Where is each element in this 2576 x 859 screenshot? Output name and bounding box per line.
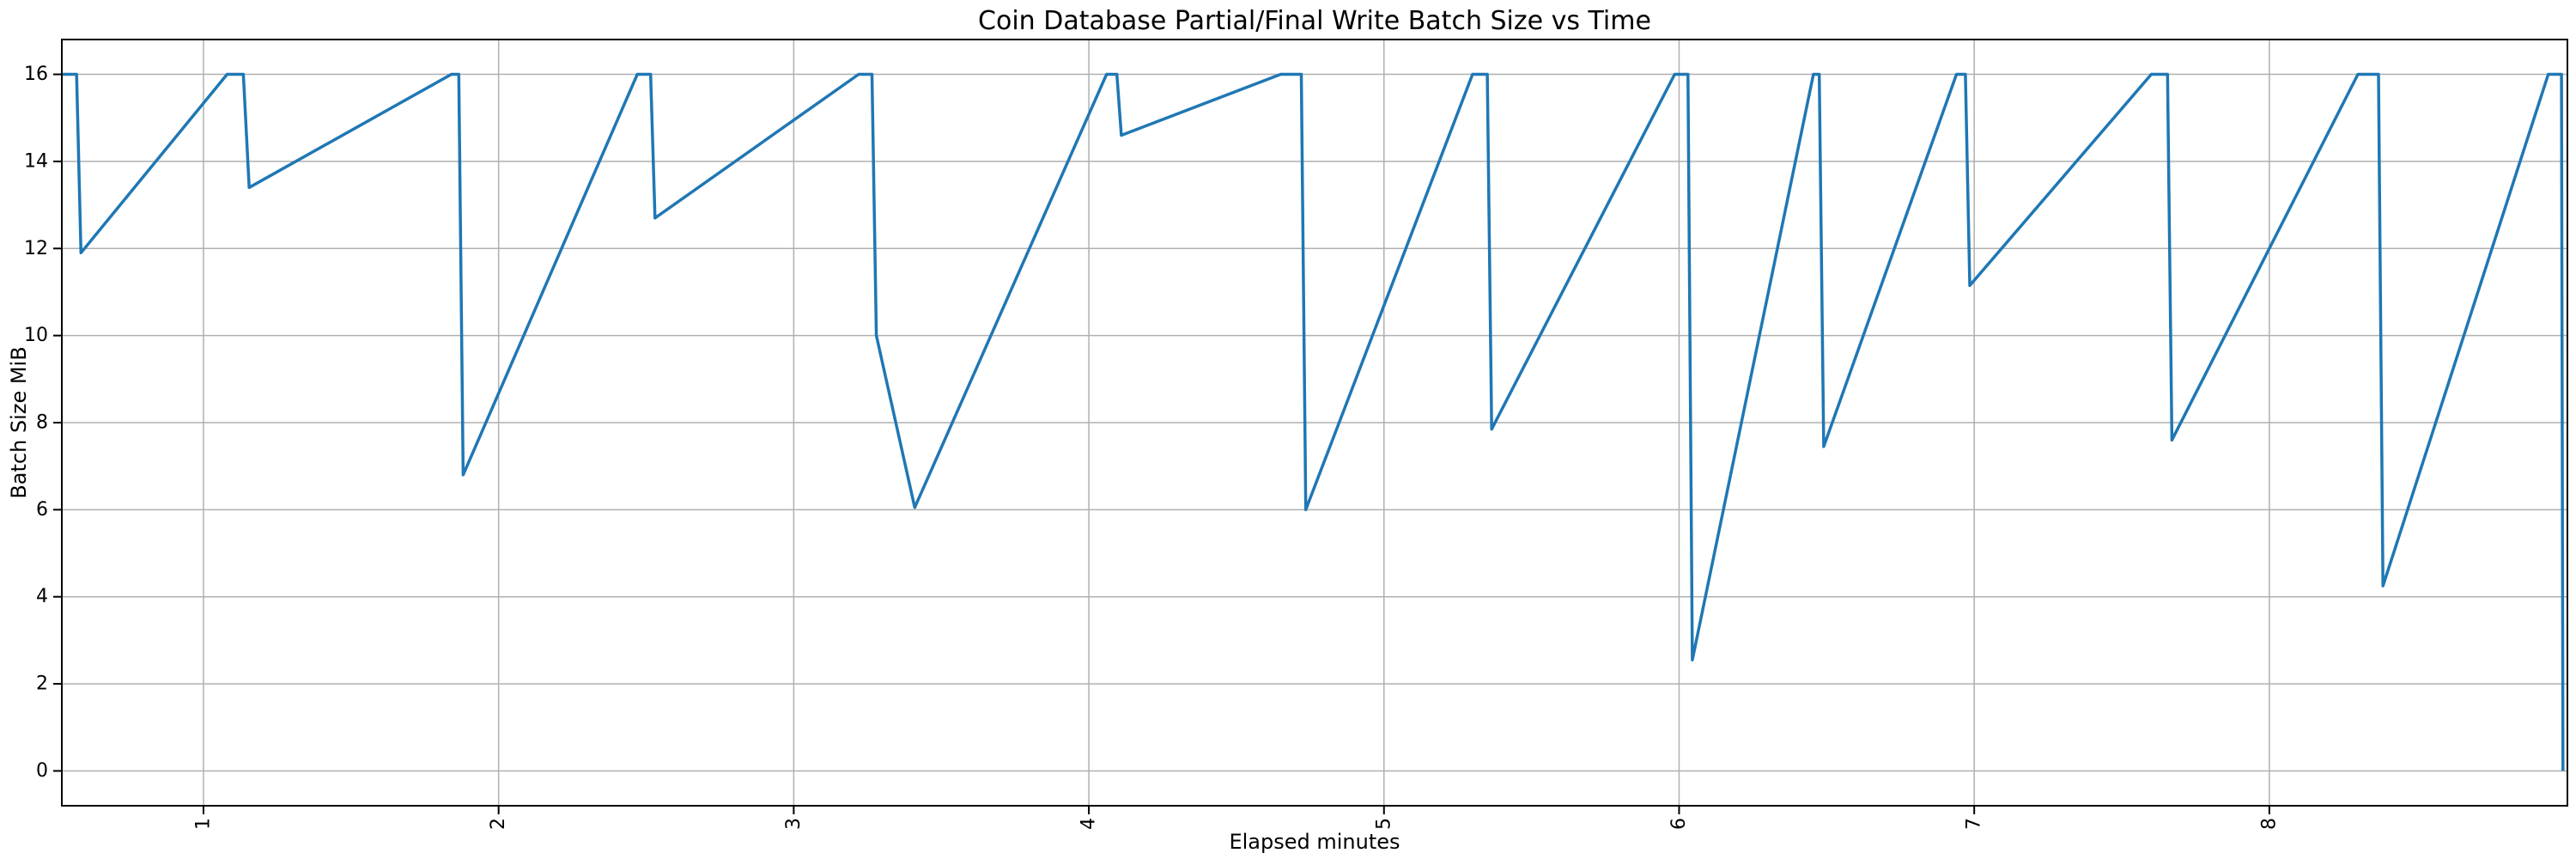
- data-line-batch_size_mib: [62, 72, 2565, 771]
- chart-title: Coin Database Partial/Final Write Batch …: [978, 6, 1651, 36]
- x-tick-label: 8: [2258, 818, 2280, 830]
- y-tick-label: 12: [24, 238, 48, 259]
- x-tick-label: 1: [192, 818, 214, 830]
- x-tick-label: 3: [783, 818, 805, 830]
- x-tick-label: 2: [488, 818, 509, 830]
- y-tick-label: 10: [24, 325, 48, 346]
- y-tick-label: 4: [36, 586, 48, 607]
- x-tick-label: 6: [1668, 818, 1690, 830]
- y-tick-label: 14: [24, 150, 48, 172]
- y-tick-label: 0: [36, 760, 48, 782]
- grid-layer: [62, 40, 2567, 806]
- x-tick-label: 7: [1964, 818, 1985, 830]
- y-tick-label: 8: [36, 412, 48, 434]
- x-axis-label: Elapsed minutes: [1229, 830, 1400, 854]
- series-layer: [62, 72, 2565, 771]
- y-tick-label: 16: [24, 64, 48, 85]
- x-tick-label: 4: [1078, 818, 1100, 830]
- y-tick-label: 6: [36, 499, 48, 521]
- x-tick-label: 5: [1373, 818, 1394, 830]
- y-tick-label: 2: [36, 673, 48, 695]
- y-axis-label: Batch Size MiB: [7, 346, 31, 498]
